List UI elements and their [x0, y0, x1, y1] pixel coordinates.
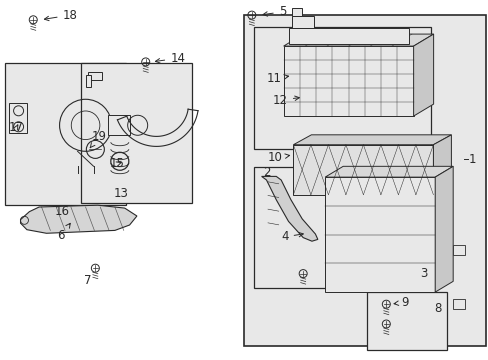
Bar [291, 16, 313, 28]
Bar [293, 145, 432, 195]
Bar [5, 63, 126, 205]
Bar [291, 8, 301, 16]
Text: 13: 13 [114, 187, 128, 200]
Text: 5: 5 [263, 5, 285, 18]
Polygon shape [293, 135, 450, 145]
Polygon shape [283, 34, 433, 46]
Bar [107, 115, 129, 135]
Bar [325, 177, 434, 292]
Text: 12: 12 [272, 94, 299, 107]
Bar [254, 27, 430, 149]
Polygon shape [288, 28, 408, 44]
Text: 1: 1 [468, 153, 475, 166]
Polygon shape [325, 166, 452, 177]
Text: 2: 2 [263, 166, 270, 179]
Text: 11: 11 [266, 72, 288, 85]
Text: 9: 9 [393, 296, 407, 309]
Text: 4: 4 [281, 230, 303, 243]
Bar [243, 15, 485, 346]
Text: 7: 7 [84, 274, 92, 287]
Text: 6: 6 [57, 223, 70, 242]
Text: 14: 14 [155, 52, 185, 65]
Bar [254, 167, 430, 288]
Bar [88, 72, 102, 80]
Text: 10: 10 [267, 151, 289, 164]
Text: 17: 17 [9, 121, 24, 134]
Bar [81, 63, 192, 203]
Bar [283, 46, 413, 116]
Text: 16: 16 [55, 205, 70, 218]
Bar [452, 245, 464, 255]
Polygon shape [413, 34, 433, 116]
Text: 3: 3 [420, 267, 427, 280]
Text: 19: 19 [90, 130, 107, 148]
Polygon shape [261, 176, 317, 241]
Bar [452, 299, 464, 309]
Text: 15: 15 [110, 157, 124, 170]
Bar [85, 75, 90, 87]
Polygon shape [434, 166, 452, 292]
Polygon shape [432, 135, 450, 195]
Text: 8: 8 [433, 302, 441, 315]
Polygon shape [20, 205, 137, 233]
Bar [366, 292, 447, 350]
Bar [9, 103, 27, 132]
Text: 18: 18 [44, 9, 77, 22]
